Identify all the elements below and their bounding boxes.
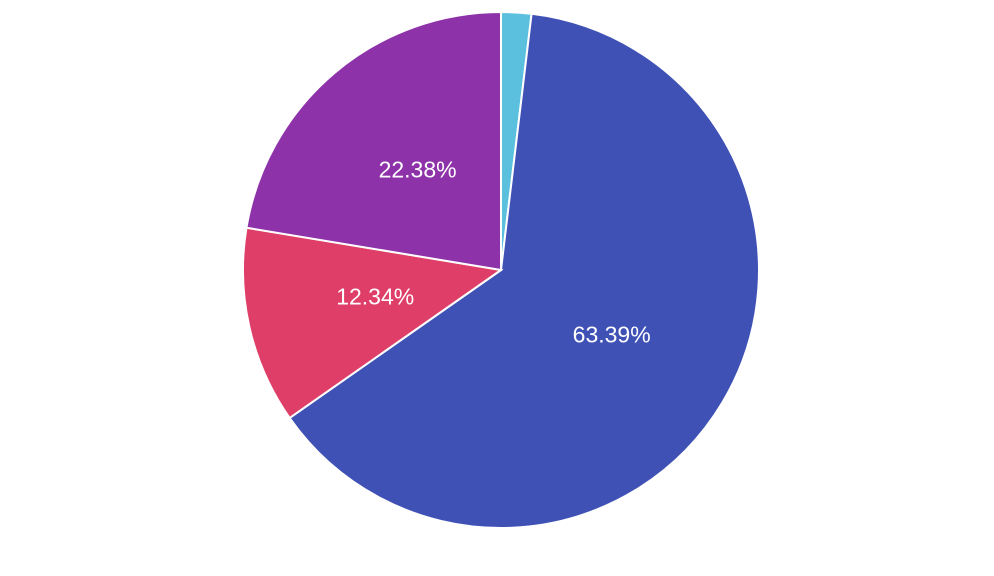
data-label: 12.34% — [336, 284, 414, 310]
pie-slice — [245, 10, 502, 272]
data-label: 22.38% — [379, 157, 457, 183]
pie-slice — [242, 226, 504, 420]
pie-slice — [288, 12, 760, 529]
data-label: 63.39% — [573, 321, 651, 347]
